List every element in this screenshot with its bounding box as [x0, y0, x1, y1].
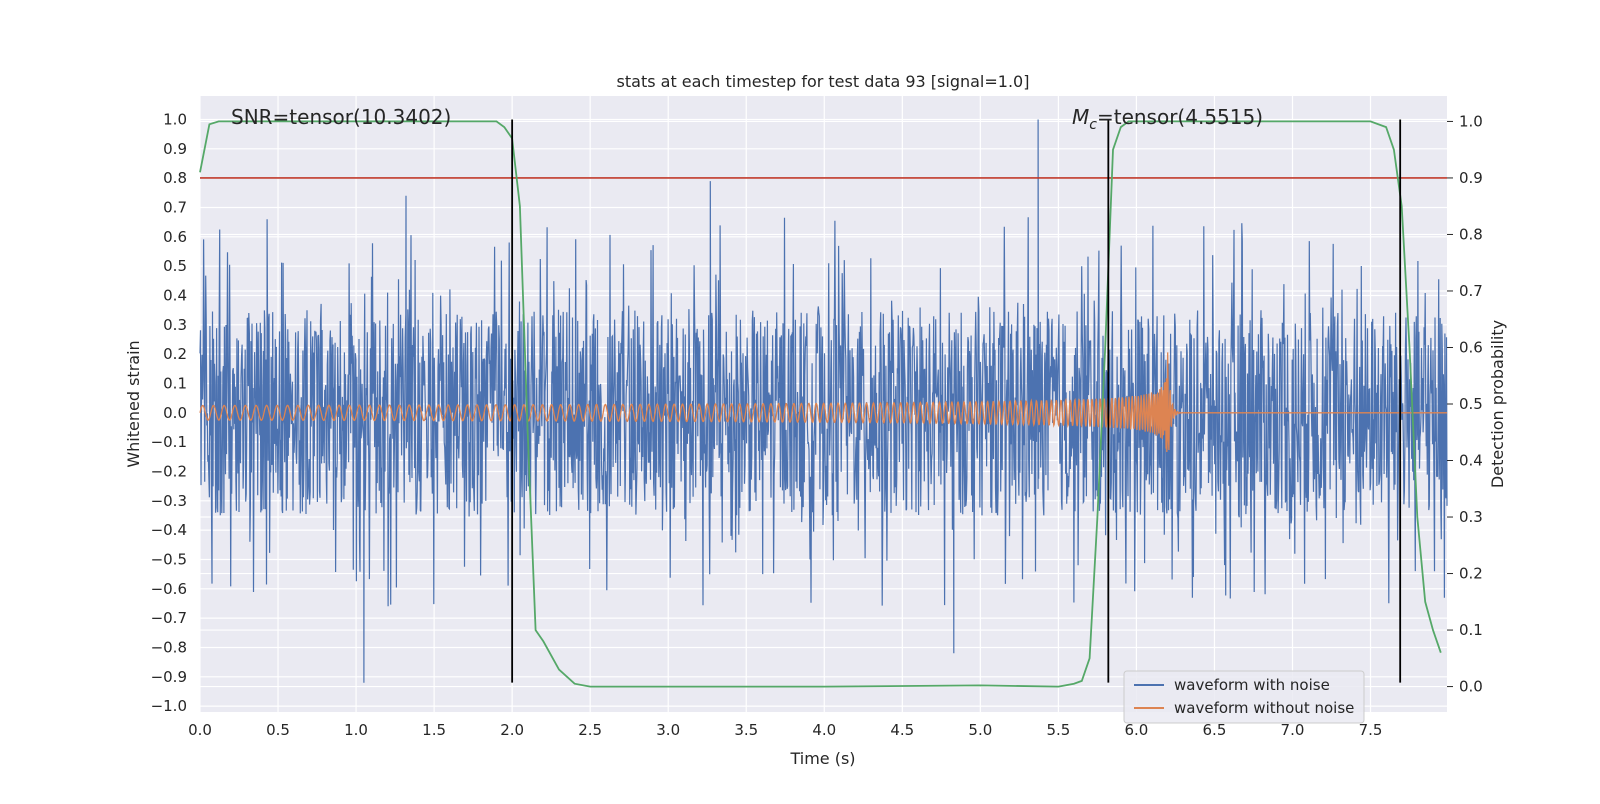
- y-tick-label: −0.5: [151, 550, 187, 568]
- y-tick-label: 1.0: [163, 110, 187, 128]
- y-tick-label: −0.7: [151, 609, 187, 627]
- y-tick-label: −0.8: [151, 638, 187, 656]
- legend-box: [1123, 670, 1365, 724]
- y-tick-label: −0.2: [151, 462, 187, 480]
- y-tick-label: −0.6: [151, 580, 187, 598]
- x-tick-label: 3.5: [734, 721, 758, 739]
- x-tick-label: 0.0: [188, 721, 212, 739]
- legend: waveform with noise waveform without noi…: [1123, 670, 1365, 724]
- y-axis-label: Whitened strain: [124, 340, 143, 467]
- y-tick-label: −0.4: [151, 521, 187, 539]
- x-tick-label: 1.5: [422, 721, 446, 739]
- y-tick-label: −0.1: [151, 433, 187, 451]
- snr-annotation: SNR=tensor(10.3402): [231, 105, 451, 129]
- y2-tick-label: 0.2: [1459, 565, 1483, 583]
- x-tick-label: 0.5: [266, 721, 290, 739]
- mc-annotation: Mc=tensor(4.5515): [1072, 105, 1263, 133]
- y2-tick-label: 0.8: [1459, 225, 1483, 243]
- overlay-layer: [199, 119, 1447, 688]
- x-tick-label: 5.5: [1046, 721, 1070, 739]
- y-tick-label: 0.9: [163, 140, 187, 158]
- x-tick-label: 5.0: [968, 721, 992, 739]
- y-tick-label: 0.5: [163, 257, 187, 275]
- y-tick-label: 0.0: [163, 404, 187, 422]
- x-axis-label: Time (s): [789, 749, 855, 768]
- mc-symbol: M: [1072, 105, 1089, 129]
- y2-tick-label: 0.4: [1459, 452, 1483, 470]
- x-tick-label: 1.0: [344, 721, 368, 739]
- y-tick-label: 0.4: [163, 286, 187, 304]
- y-tick-label: 0.1: [163, 374, 187, 392]
- y-tick-label: 0.3: [163, 316, 187, 334]
- y-tick-label: 0.8: [163, 169, 187, 187]
- x-tick-label: 6.5: [1203, 721, 1227, 739]
- x-tick-label: 7.5: [1359, 721, 1383, 739]
- y2-axis-label: Detection probability: [1488, 320, 1507, 488]
- y-tick-label: 0.6: [163, 228, 187, 246]
- x-tick-label: 3.0: [656, 721, 680, 739]
- detection-probability-line: [199, 120, 1442, 688]
- x-tick-label: 4.0: [812, 721, 836, 739]
- axes: 0.0 0.5 1.0 1.5 2.0 2.5 3.0 3.5 4.0 4.5 5.0 5.5 6.0 6…: [151, 110, 1483, 739]
- series-layer: [199, 119, 1448, 683]
- y2-tick-label: 1.0: [1459, 112, 1483, 130]
- x-tick-label: 4.5: [890, 721, 914, 739]
- y2-tick-label: 0.5: [1459, 395, 1483, 413]
- y2-tick-label: 0.9: [1459, 169, 1483, 187]
- mc-subscript: c: [1089, 117, 1097, 133]
- y2-tick-label: 0.6: [1459, 338, 1483, 356]
- y2-tick-label: 0.0: [1459, 678, 1483, 696]
- y-tick-label: 0.2: [163, 345, 187, 363]
- noisy-waveform-line: [199, 119, 1448, 683]
- y2-tick-label: 0.3: [1459, 508, 1483, 526]
- legend-label-noisy: waveform with noise: [1174, 676, 1330, 694]
- x-tick-label: 2.5: [578, 721, 602, 739]
- mc-value: =tensor(4.5515): [1097, 105, 1263, 129]
- y2-tick-label: 0.7: [1459, 282, 1483, 300]
- y2-tick-label: 0.1: [1459, 621, 1483, 639]
- chart-title: stats at each timestep for test data 93 …: [617, 72, 1030, 91]
- x-tick-label: 2.0: [500, 721, 524, 739]
- y-tick-label: −0.9: [151, 668, 187, 686]
- y-tick-label: −1.0: [151, 697, 187, 715]
- x-tick-label: 6.0: [1124, 721, 1148, 739]
- clean-waveform-line: [199, 352, 1447, 453]
- legend-label-clean: waveform without noise: [1174, 699, 1354, 717]
- y-tick-label: −0.3: [151, 492, 187, 510]
- y-tick-label: 0.7: [163, 198, 187, 216]
- x-tick-label: 7.0: [1281, 721, 1305, 739]
